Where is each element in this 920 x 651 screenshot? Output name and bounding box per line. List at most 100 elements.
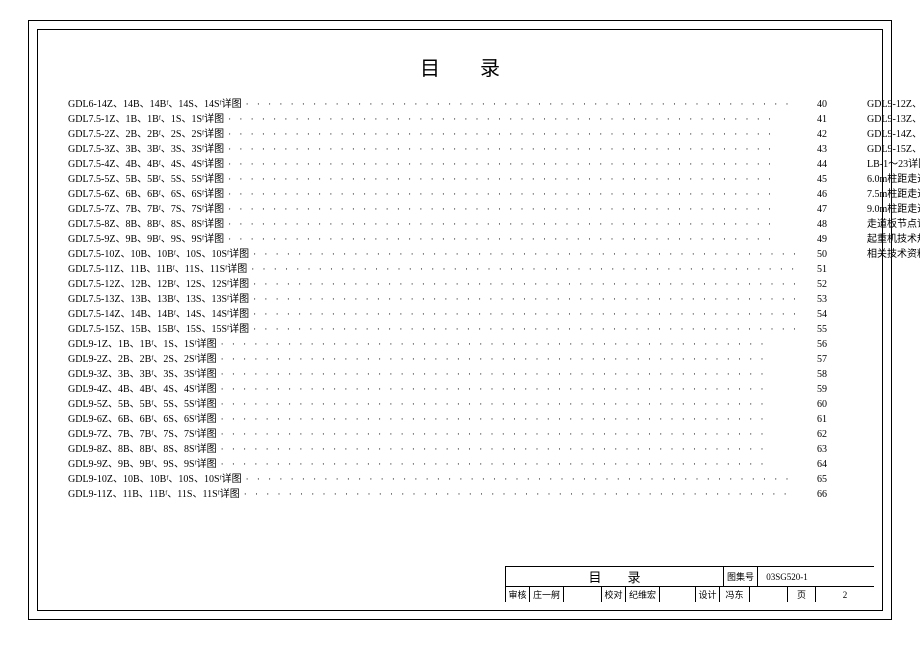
toc-label: 9.0m柱距走道板详图 — [867, 202, 920, 217]
toc-page: 43 — [803, 142, 827, 157]
toc-label: GDL9-4Z、4B、4Bᶠ、4S、4Sᶠ详图 — [68, 382, 217, 397]
toc-row: GDL9-15Z、15B、15Bᶠ、15S、15Sᶠ详图· · · · · · … — [867, 142, 920, 157]
toc-label: GDL6-14Z、14B、14Bᶠ、14S、14Sᶠ详图 — [68, 97, 242, 112]
titleblock-signature — [660, 587, 696, 602]
toc-row: 走道板节点详图· · · · · · · · · · · · · · · · ·… — [867, 217, 920, 232]
toc-page: 53 — [803, 292, 827, 307]
toc-label: GDL9-8Z、8B、8Bᶠ、8S、8Sᶠ详图 — [68, 442, 217, 457]
toc-leader-dots: · · · · · · · · · · · · · · · · · · · · … — [224, 172, 803, 187]
toc-leader-dots: · · · · · · · · · · · · · · · · · · · · … — [247, 262, 803, 277]
toc-row: GDL9-13Z、13B、13Bᶠ、13S、13Sᶠ详图· · · · · · … — [867, 112, 920, 127]
toc-label: GDL9-6Z、6B、6Bᶠ、6S、6Sᶠ详图 — [68, 412, 217, 427]
toc-row: 7.5m柱距走道板详图· · · · · · · · · · · · · · ·… — [867, 187, 920, 202]
toc-label: GDL7.5-9Z、9B、9Bᶠ、9S、9Sᶠ详图 — [68, 232, 224, 247]
toc-label: GDL9-13Z、13B、13Bᶠ、13S、13Sᶠ详图 — [867, 112, 920, 127]
toc-row: GDL9-12Z、12B、12Bᶠ、12S、12Sᶠ详图· · · · · · … — [867, 97, 920, 112]
toc-leader-dots: · · · · · · · · · · · · · · · · · · · · … — [224, 112, 803, 127]
toc-label: GDL9-7Z、7B、7Bᶠ、7S、7Sᶠ详图 — [68, 427, 217, 442]
toc-row: GDL7.5-15Z、15B、15Bᶠ、15S、15Sᶠ详图· · · · · … — [68, 322, 827, 337]
toc-row: GDL9-5Z、5B、5Bᶠ、5S、5Sᶠ详图· · · · · · · · ·… — [68, 397, 827, 412]
toc-page: 48 — [803, 217, 827, 232]
toc-leader-dots: · · · · · · · · · · · · · · · · · · · · … — [217, 412, 803, 427]
page-title: 目录 — [38, 52, 882, 81]
toc-row: GDL9-9Z、9B、9Bᶠ、9S、9Sᶠ详图· · · · · · · · ·… — [68, 457, 827, 472]
toc-leader-dots: · · · · · · · · · · · · · · · · · · · · … — [217, 457, 803, 472]
toc-page: 47 — [803, 202, 827, 217]
toc-row: GDL7.5-5Z、5B、5Bᶠ、5S、5Sᶠ详图· · · · · · · ·… — [68, 172, 827, 187]
titleblock-title: 目录 — [506, 567, 724, 586]
toc-column-left: GDL6-14Z、14B、14Bᶠ、14S、14Sᶠ详图· · · · · · … — [68, 97, 847, 502]
toc-row: GDL9-7Z、7B、7Bᶠ、7S、7Sᶠ详图· · · · · · · · ·… — [68, 427, 827, 442]
toc-page: 58 — [803, 367, 827, 382]
toc-label: GDL7.5-14Z、14B、14Bᶠ、14S、14Sᶠ详图 — [68, 307, 249, 322]
toc-page: 46 — [803, 187, 827, 202]
toc-page: 55 — [803, 322, 827, 337]
toc-row: GDL7.5-1Z、1B、1Bᶠ、1S、1Sᶠ详图· · · · · · · ·… — [68, 112, 827, 127]
toc-page: 41 — [803, 112, 827, 127]
toc-row: GDL7.5-8Z、8B、8Bᶠ、8S、8Sᶠ详图· · · · · · · ·… — [68, 217, 827, 232]
toc-leader-dots: · · · · · · · · · · · · · · · · · · · · … — [224, 187, 803, 202]
toc-leader-dots: · · · · · · · · · · · · · · · · · · · · … — [242, 97, 803, 112]
titleblock-cell: 页 — [788, 587, 816, 602]
toc-page: 51 — [803, 262, 827, 277]
titleblock-cell: 2 — [816, 587, 874, 602]
toc-label: GDL9-14Z、14B、14Bᶠ、14S、14Sᶠ详图 — [867, 127, 920, 142]
toc-row: GDL7.5-14Z、14B、14Bᶠ、14S、14Sᶠ详图· · · · · … — [68, 307, 827, 322]
toc-leader-dots: · · · · · · · · · · · · · · · · · · · · … — [249, 292, 803, 307]
toc-leader-dots: · · · · · · · · · · · · · · · · · · · · … — [224, 232, 803, 247]
toc-page: 66 — [803, 487, 827, 502]
toc-leader-dots: · · · · · · · · · · · · · · · · · · · · … — [217, 367, 803, 382]
toc-row: GDL9-8Z、8B、8Bᶠ、8S、8Sᶠ详图· · · · · · · · ·… — [68, 442, 827, 457]
toc-leader-dots: · · · · · · · · · · · · · · · · · · · · … — [249, 277, 803, 292]
toc-label: GDL7.5-4Z、4B、4Bᶠ、4S、4Sᶠ详图 — [68, 157, 224, 172]
toc-page: 49 — [803, 232, 827, 247]
toc-row: GDL7.5-3Z、3B、3Bᶠ、3S、3Sᶠ详图· · · · · · · ·… — [68, 142, 827, 157]
toc-row: GDL9-10Z、10B、10Bᶠ、10S、10Sᶠ详图· · · · · · … — [68, 472, 827, 487]
outer-frame: 目录 GDL6-14Z、14B、14Bᶠ、14S、14Sᶠ详图· · · · ·… — [28, 20, 892, 620]
toc-leader-dots: · · · · · · · · · · · · · · · · · · · · … — [217, 427, 803, 442]
toc-leader-dots: · · · · · · · · · · · · · · · · · · · · … — [249, 307, 803, 322]
toc-label: GDL7.5-12Z、12B、12Bᶠ、12S、12Sᶠ详图 — [68, 277, 249, 292]
toc-page: 59 — [803, 382, 827, 397]
toc-columns: GDL6-14Z、14B、14Bᶠ、14S、14Sᶠ详图· · · · · · … — [38, 81, 882, 502]
toc-leader-dots: · · · · · · · · · · · · · · · · · · · · … — [217, 337, 803, 352]
titleblock-cell: 设计 — [696, 587, 720, 602]
toc-page: 60 — [803, 397, 827, 412]
toc-label: 走道板节点详图 — [867, 217, 920, 232]
toc-label: GDL9-5Z、5B、5Bᶠ、5S、5Sᶠ详图 — [68, 397, 217, 412]
toc-label: GDL7.5-5Z、5B、5Bᶠ、5S、5Sᶠ详图 — [68, 172, 224, 187]
toc-row: 起重机技术规格· · · · · · · · · · · · · · · · ·… — [867, 232, 920, 247]
toc-leader-dots: · · · · · · · · · · · · · · · · · · · · … — [240, 487, 803, 502]
toc-label: GDL7.5-13Z、13B、13Bᶠ、13S、13Sᶠ详图 — [68, 292, 249, 307]
titleblock-cell: 校对 — [602, 587, 626, 602]
toc-page: 50 — [803, 247, 827, 262]
toc-page: 63 — [803, 442, 827, 457]
toc-page: 45 — [803, 172, 827, 187]
titleblock-cell: 审核 — [506, 587, 530, 602]
toc-row: GDL7.5-4Z、4B、4Bᶠ、4S、4Sᶠ详图· · · · · · · ·… — [68, 157, 827, 172]
toc-leader-dots: · · · · · · · · · · · · · · · · · · · · … — [224, 157, 803, 172]
toc-page: 52 — [803, 277, 827, 292]
toc-row: 相关技术资料 — [867, 247, 920, 262]
toc-label: GDL7.5-15Z、15B、15Bᶠ、15S、15Sᶠ详图 — [68, 322, 249, 337]
toc-label: GDL7.5-10Z、10B、10Bᶠ、10S、10Sᶠ详图 — [68, 247, 249, 262]
toc-row: GDL9-1Z、1B、1Bᶠ、1S、1Sᶠ详图· · · · · · · · ·… — [68, 337, 827, 352]
toc-label: GDL9-9Z、9B、9Bᶠ、9S、9Sᶠ详图 — [68, 457, 217, 472]
toc-row: GDL9-14Z、14B、14Bᶠ、14S、14Sᶠ详图· · · · · · … — [867, 127, 920, 142]
toc-label: GDL9-3Z、3B、3Bᶠ、3S、3Sᶠ详图 — [68, 367, 217, 382]
title-block: 目录 图集号 03SG520-1 审核庄一舸校对纪维宏设计冯东页2 — [505, 566, 874, 602]
toc-row: GDL7.5-2Z、2B、2Bᶠ、2S、2Sᶠ详图· · · · · · · ·… — [68, 127, 827, 142]
toc-leader-dots: · · · · · · · · · · · · · · · · · · · · … — [224, 217, 803, 232]
toc-label: GDL7.5-8Z、8B、8Bᶠ、8S、8Sᶠ详图 — [68, 217, 224, 232]
toc-row: GDL7.5-6Z、6B、6Bᶠ、6S、6Sᶠ详图· · · · · · · ·… — [68, 187, 827, 202]
titleblock-signatures: 审核庄一舸校对纪维宏设计冯东页2 — [506, 586, 874, 602]
toc-label: LB-1～23详图及选用表 — [867, 157, 920, 172]
toc-label: GDL7.5-1Z、1B、1Bᶠ、1S、1Sᶠ详图 — [68, 112, 224, 127]
toc-page: 65 — [803, 472, 827, 487]
toc-label: GDL7.5-6Z、6B、6Bᶠ、6S、6Sᶠ详图 — [68, 187, 224, 202]
toc-row: GDL9-11Z、11B、11Bᶠ、11S、11Sᶠ详图· · · · · · … — [68, 487, 827, 502]
toc-column-right: GDL9-12Z、12B、12Bᶠ、12S、12Sᶠ详图· · · · · · … — [847, 97, 920, 502]
toc-row: GDL6-14Z、14B、14Bᶠ、14S、14Sᶠ详图· · · · · · … — [68, 97, 827, 112]
toc-page: 44 — [803, 157, 827, 172]
toc-row: GDL9-4Z、4B、4Bᶠ、4S、4Sᶠ详图· · · · · · · · ·… — [68, 382, 827, 397]
